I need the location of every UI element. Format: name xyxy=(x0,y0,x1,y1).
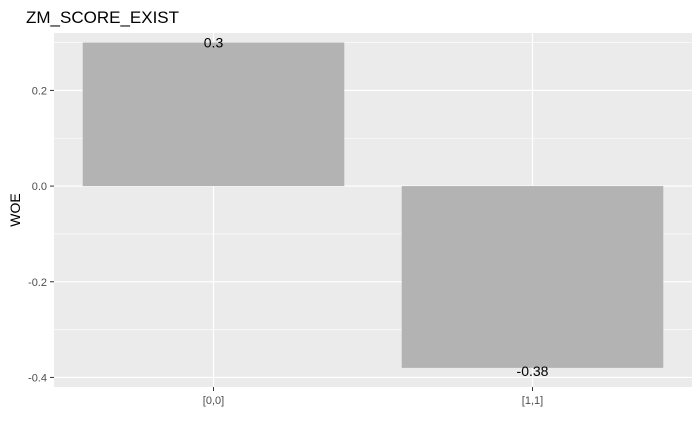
y-tick-label: -0.4 xyxy=(28,372,47,384)
bar-value-label: -0.38 xyxy=(517,363,549,379)
data-labels: 0.3 -0.38 xyxy=(204,35,549,379)
y-tick-label: 0.0 xyxy=(32,181,47,193)
y-axis-label: WOE xyxy=(7,193,23,226)
bar xyxy=(82,42,345,187)
y-axis: 0.2 0.0 -0.2 -0.4 xyxy=(28,85,54,384)
x-tick-label: [1,1] xyxy=(522,395,543,407)
y-tick-label: -0.2 xyxy=(28,277,47,289)
bars xyxy=(82,42,664,368)
chart-title: ZM_SCORE_EXIST xyxy=(26,8,179,27)
y-tick-label: 0.2 xyxy=(32,85,47,97)
bar xyxy=(401,186,664,368)
bar-value-label: 0.3 xyxy=(204,35,224,51)
x-axis: [0,0] [1,1] xyxy=(203,387,543,407)
x-tick-label: [0,0] xyxy=(203,395,224,407)
